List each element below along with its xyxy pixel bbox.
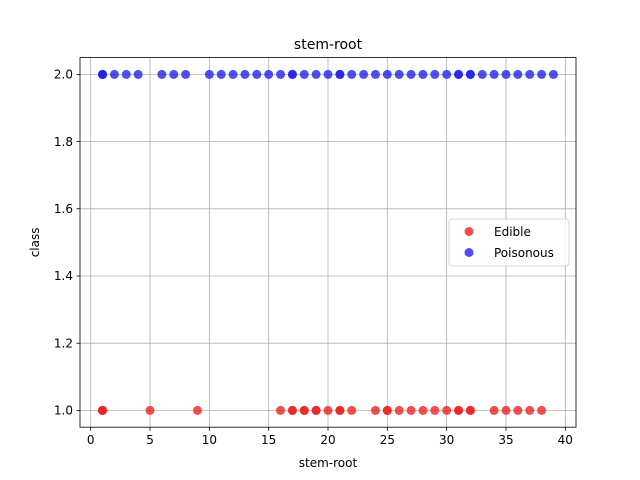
scatter-point-edible: [370, 405, 380, 415]
scatter-point-poisonous: [299, 69, 309, 79]
scatter-point-poisonous: [133, 69, 143, 79]
x-tick-label: 40: [558, 433, 573, 447]
ticks-layer: 0 5 10 15 20 25 30 35 40 1.0 1.2 1.4 1.6 1.8 2.0: [54, 68, 573, 448]
y-tick-label: 1.0: [54, 404, 73, 418]
grid-layer: [80, 57, 576, 428]
x-tick-label: 10: [202, 433, 217, 447]
scatter-point-edible: [406, 405, 416, 415]
scatter-point-poisonous: [548, 69, 558, 79]
scatter-point-poisonous: [311, 69, 321, 79]
scatter-point-edible: [501, 405, 511, 415]
scatter-point-poisonous: [252, 69, 262, 79]
scatter-point-poisonous: [204, 69, 214, 79]
series-edible: [98, 405, 547, 415]
y-axis-label: class: [28, 228, 42, 258]
scatter-point-poisonous: [430, 69, 440, 79]
legend-label-poisonous: Poisonous: [494, 246, 554, 260]
scatter-point-edible: [335, 405, 345, 415]
y-tick-label: 1.4: [54, 269, 73, 283]
y-tick-label: 1.2: [54, 336, 73, 350]
scatter-point-edible: [442, 405, 452, 415]
scatter-point-edible: [276, 405, 286, 415]
scatter-point-edible: [394, 405, 404, 415]
scatter-point-poisonous: [418, 69, 428, 79]
scatter-point-poisonous: [240, 69, 250, 79]
legend-marker-poisonous: [464, 248, 474, 257]
scatter-point-poisonous: [394, 69, 404, 79]
scatter-point-edible: [287, 405, 297, 415]
scatter-point-poisonous: [264, 69, 274, 79]
scatter-point-poisonous: [359, 69, 369, 79]
scatter-point-edible: [98, 405, 108, 415]
points-layer: [98, 69, 558, 415]
scatter-point-poisonous: [157, 69, 167, 79]
scatter-point-poisonous: [347, 69, 357, 79]
scatter-point-poisonous: [513, 69, 523, 79]
scatter-point-poisonous: [489, 69, 499, 79]
scatter-point-edible: [347, 405, 357, 415]
scatter-point-poisonous: [276, 69, 286, 79]
scatter-point-poisonous: [537, 69, 547, 79]
x-tick-label: 25: [380, 433, 395, 447]
scatter-point-poisonous: [382, 69, 392, 79]
scatter-point-edible: [525, 405, 535, 415]
scatter-point-poisonous: [501, 69, 511, 79]
x-tick-label: 5: [146, 433, 154, 447]
scatter-point-poisonous: [121, 69, 131, 79]
scatter-point-edible: [537, 405, 547, 415]
scatter-point-edible: [382, 405, 392, 415]
scatter-point-edible: [430, 405, 440, 415]
chart-title: stem-root: [294, 37, 363, 53]
scatter-point-edible: [299, 405, 309, 415]
y-tick-label: 2.0: [54, 68, 73, 82]
scatter-point-poisonous: [335, 69, 345, 79]
y-tick-label: 1.8: [54, 135, 73, 149]
scatter-point-poisonous: [406, 69, 416, 79]
scatter-point-poisonous: [477, 69, 487, 79]
series-poisonous: [98, 69, 558, 79]
scatter-point-edible: [418, 405, 428, 415]
scatter-point-poisonous: [454, 69, 464, 79]
x-axis-label: stem-root: [299, 456, 358, 470]
scatter-point-poisonous: [228, 69, 238, 79]
legend-label-edible: Edible: [494, 225, 531, 239]
scatter-point-poisonous: [287, 69, 297, 79]
scatter-point-poisonous: [323, 69, 333, 79]
scatter-point-poisonous: [109, 69, 119, 79]
legend-marker-edible: [464, 227, 474, 236]
scatter-point-poisonous: [370, 69, 380, 79]
legend: Edible Poisonous: [448, 218, 570, 267]
scatter-point-edible: [323, 405, 333, 415]
scatter-point-poisonous: [98, 69, 108, 79]
legend-box: [448, 218, 570, 267]
scatter-point-poisonous: [169, 69, 179, 79]
scatter-point-edible: [192, 405, 202, 415]
scatter-point-edible: [311, 405, 321, 415]
scatter-point-edible: [465, 405, 475, 415]
scatter-point-edible: [513, 405, 523, 415]
scatter-point-edible: [145, 405, 155, 415]
scatter-point-edible: [489, 405, 499, 415]
x-tick-label: 30: [439, 433, 454, 447]
scatter-point-poisonous: [465, 69, 475, 79]
scatter-point-poisonous: [525, 69, 535, 79]
scatter-point-edible: [454, 405, 464, 415]
y-tick-label: 1.6: [54, 202, 73, 216]
x-tick-label: 35: [498, 433, 513, 447]
x-tick-label: 15: [261, 433, 276, 447]
scatter-point-poisonous: [216, 69, 226, 79]
x-tick-label: 0: [87, 433, 95, 447]
scatter-point-poisonous: [442, 69, 452, 79]
scatter-point-poisonous: [181, 69, 191, 79]
x-tick-label: 20: [320, 433, 335, 447]
